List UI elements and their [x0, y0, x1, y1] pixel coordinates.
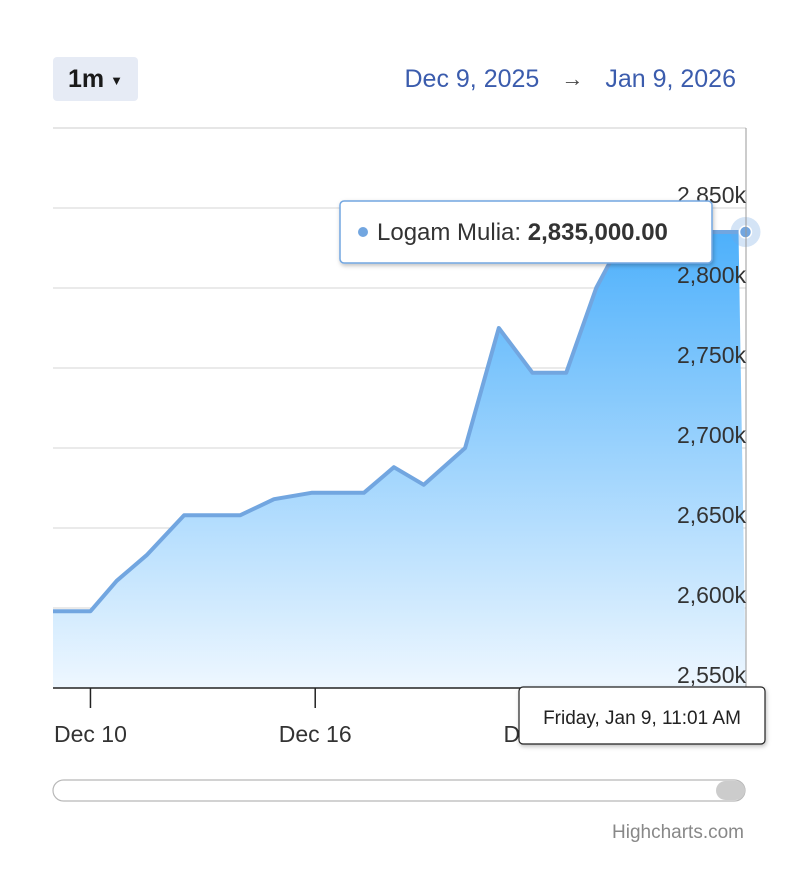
tooltip-box — [339, 200, 713, 264]
series-area-fill — [53, 232, 746, 688]
y-tick-label: 2,750k — [677, 342, 747, 368]
crosshair-date-label: Friday, Jan 9, 11:01 AM — [543, 708, 741, 729]
date-range: Dec 9, 2025 → Jan 9, 2026 — [405, 62, 737, 96]
y-tick-label: 2,600k — [677, 582, 747, 608]
crosshair-label-box — [518, 686, 766, 745]
scrollbar-thumb[interactable] — [716, 781, 745, 800]
x-tick-label: Dec 16 — [279, 721, 352, 747]
x-tick-label: Dec 10 — [54, 721, 127, 747]
navigator-scrollbar[interactable] — [52, 779, 746, 802]
y-tick-label: 2,650k — [677, 502, 747, 528]
date-to-input[interactable]: Jan 9, 2026 — [605, 64, 736, 93]
caret-down-icon: ▼ — [110, 72, 123, 88]
date-from-input[interactable]: Dec 9, 2025 — [404, 64, 540, 93]
y-tick-label: 2,800k — [677, 262, 747, 288]
arrow-right-icon: → — [561, 66, 584, 91]
svg-text:Logam Mulia: 2,835,000.00: Logam Mulia: 2,835,000.00 — [377, 219, 668, 246]
tooltip-value: 2,835,000.00 — [528, 219, 668, 246]
tooltip-series-dot — [358, 227, 368, 237]
y-tick-label: 2,550k — [677, 662, 747, 688]
credits-link[interactable]: Highcharts.com — [612, 822, 744, 843]
y-tick-label: 2,700k — [677, 422, 747, 448]
y-axis-labels: 2,550k2,600k2,650k2,700k2,750k2,800k2,85… — [677, 182, 747, 688]
tooltip: Logam Mulia: 2,835,000.00 Friday, Jan 9,… — [339, 200, 766, 745]
scrollbar-track[interactable] — [52, 779, 746, 802]
tooltip-series-name: Logam Mulia — [377, 219, 515, 246]
range-selector-label: 1m — [67, 64, 105, 93]
range-selector-button[interactable]: 1m ▼ — [53, 57, 138, 101]
